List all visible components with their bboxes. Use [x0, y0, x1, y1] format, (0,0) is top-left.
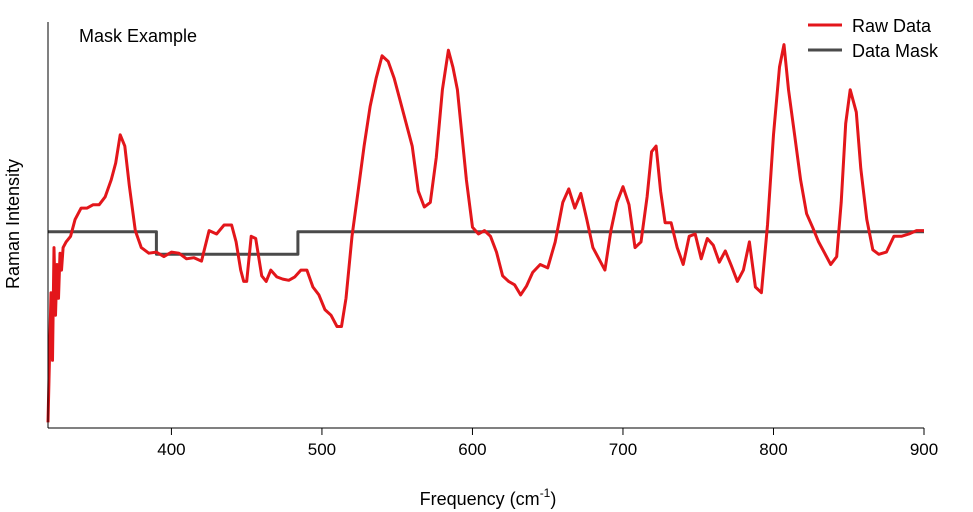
x-tick-label-500: 500 — [308, 440, 336, 459]
chart-annotation: Mask Example — [79, 26, 197, 46]
series-line-data-mask — [48, 230, 924, 256]
y-axis-label: Raman Intensity — [3, 159, 23, 289]
series-line-raw-data — [46, 43, 924, 423]
x-tick-label-700: 700 — [609, 440, 637, 459]
x-tick-label-600: 600 — [458, 440, 486, 459]
x-axis-label-superscript: -1 — [540, 486, 551, 500]
x-axis-label: Frequency (cm-1) — [420, 486, 557, 509]
x-tick-label-800: 800 — [759, 440, 787, 459]
x-axis-label-main: Frequency (cm — [420, 489, 540, 509]
legend: Raw Data Data Mask — [808, 16, 939, 61]
x-axis-label-close: ) — [550, 489, 556, 509]
x-tick-label-400: 400 — [157, 440, 185, 459]
legend-label-raw-data: Raw Data — [852, 16, 932, 36]
legend-label-data-mask: Data Mask — [852, 41, 939, 61]
x-axis-ticks: 400 500 600 700 800 900 — [157, 428, 938, 459]
plot-area — [46, 43, 924, 423]
x-tick-label-900: 900 — [910, 440, 938, 459]
